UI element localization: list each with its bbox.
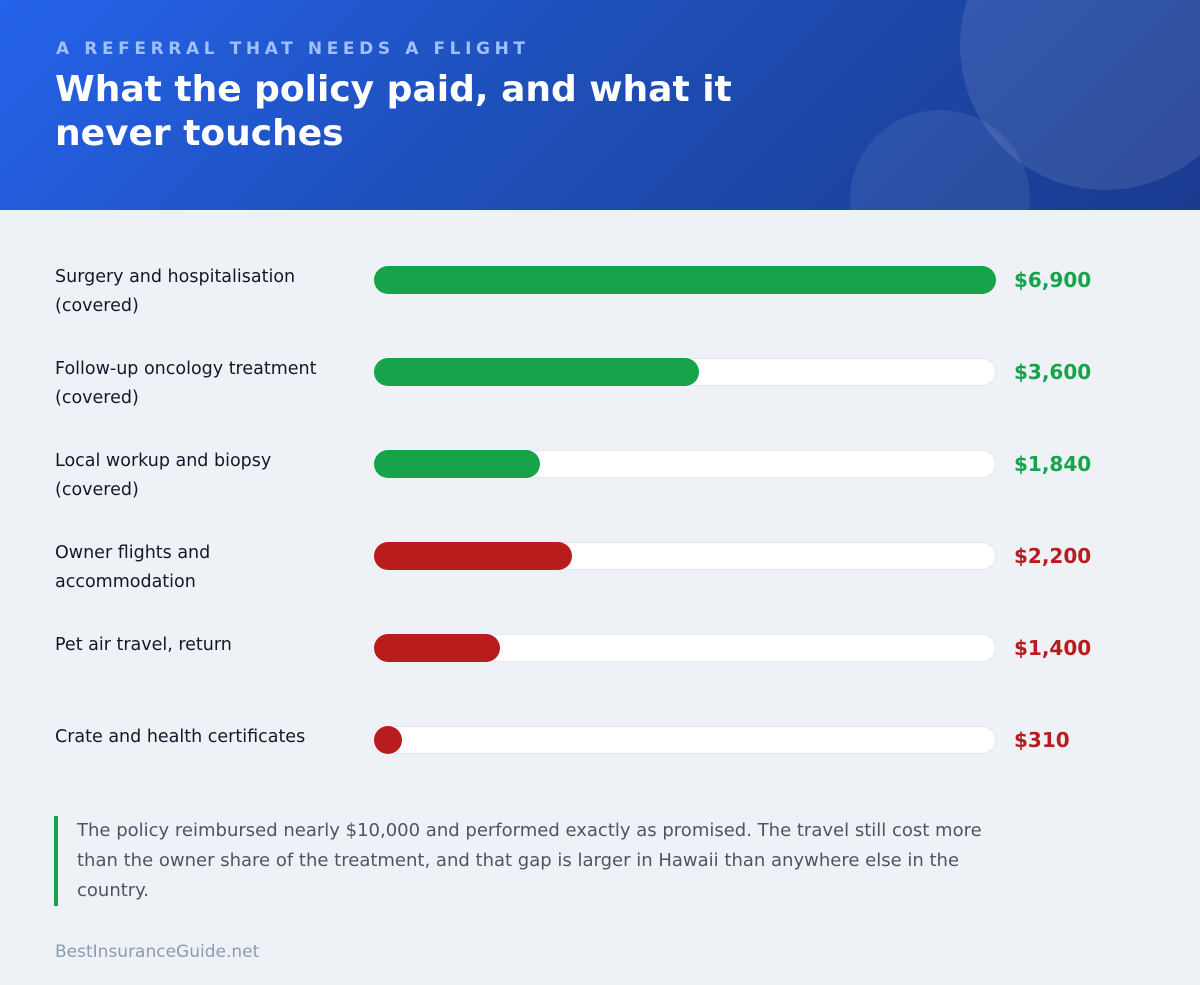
bar	[374, 266, 996, 294]
value-label: $3,600	[1014, 360, 1092, 384]
category-label: Local workup and biopsy (covered)	[55, 451, 272, 500]
category-label: Crate and health certificates	[55, 727, 306, 747]
page-title: What the policy paid, and what it never …	[55, 69, 732, 154]
category-label: Pet air travel, return	[55, 635, 232, 655]
value-label: $310	[1014, 728, 1070, 752]
bar-track	[374, 542, 996, 570]
bar	[374, 542, 572, 570]
chart-row: Pet air travel, return $1,400	[0, 620, 1200, 712]
value-label: $2,200	[1014, 544, 1092, 568]
chart-row: Crate and health certificates $310	[0, 712, 1200, 804]
category-label: Owner flights and accommodation	[55, 543, 211, 592]
value-label: $1,400	[1014, 636, 1092, 660]
header-banner: A REFERRAL THAT NEEDS A FLIGHT What the …	[0, 0, 1200, 210]
bar-track	[374, 266, 996, 294]
category-label: Surgery and hospitalisation (covered)	[55, 267, 296, 316]
category-label: Follow-up oncology treatment (covered)	[55, 359, 317, 408]
bar	[374, 450, 540, 478]
bar	[374, 358, 699, 386]
chart-row: Follow-up oncology treatment (covered) $3…	[0, 344, 1200, 436]
value-label: $6,900	[1014, 268, 1092, 292]
bar-track	[374, 450, 996, 478]
bar-track	[374, 358, 996, 386]
eyebrow-label: A REFERRAL THAT NEEDS A FLIGHT	[56, 39, 530, 59]
value-label: $1,840	[1014, 452, 1092, 476]
source-credit: BestInsuranceGuide.net	[55, 942, 260, 962]
bar	[374, 726, 402, 754]
bar	[374, 634, 500, 662]
bar-track	[374, 726, 996, 754]
chart-row: Local workup and biopsy (covered) $1,840	[0, 436, 1200, 528]
callout-note: The policy reimbursed nearly $10,000 and…	[54, 816, 984, 906]
chart-row: Owner flights and accommodation $2,200	[0, 528, 1200, 620]
chart-row: Surgery and hospitalisation (covered) $6,…	[0, 252, 1200, 344]
bar-track	[374, 634, 996, 662]
